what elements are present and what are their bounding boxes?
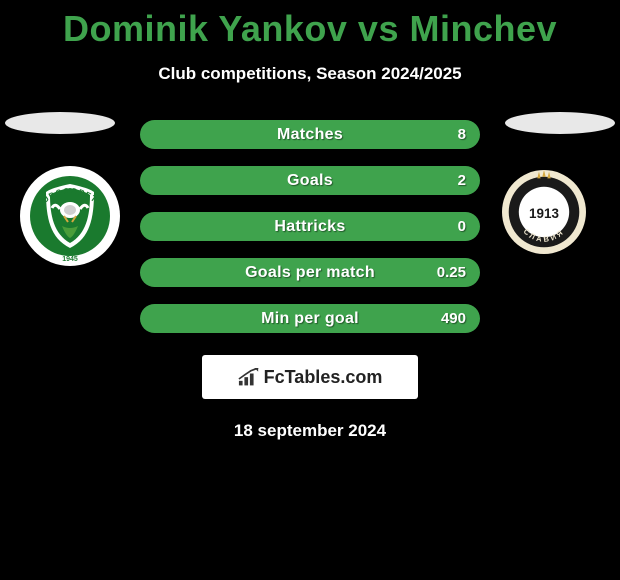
- stat-value-right: 0: [458, 218, 466, 235]
- stat-row: Min per goal 490: [140, 304, 480, 333]
- stat-label: Hattricks: [140, 218, 480, 236]
- svg-text:PFC: PFC: [64, 178, 77, 184]
- content: PFC 1945 LUDOGORETS 1913: [0, 118, 620, 441]
- brand-link[interactable]: FcTables.com: [202, 355, 418, 399]
- stat-label: Min per goal: [140, 310, 480, 328]
- svg-text:1945: 1945: [62, 256, 78, 263]
- subtitle: Club competitions, Season 2024/2025: [0, 64, 620, 84]
- widget-container: Dominik Yankov vs Minchev Club competiti…: [0, 0, 620, 441]
- stat-row: Goals 2: [140, 166, 480, 195]
- stat-row: Hattricks 0: [140, 212, 480, 241]
- team-badge-left: PFC 1945 LUDOGORETS: [20, 166, 120, 266]
- date-label: 18 september 2024: [0, 421, 620, 441]
- team-badge-right: 1913 СЛАВИЯ: [502, 170, 586, 254]
- stat-value-right: 8: [458, 126, 466, 143]
- stat-label: Matches: [140, 126, 480, 144]
- stat-row: Goals per match 0.25: [140, 258, 480, 287]
- svg-text:1913: 1913: [529, 206, 559, 221]
- stat-value-right: 2: [458, 172, 466, 189]
- stats-table: Matches 8 Goals 2 Hattricks 0 Goals per …: [140, 118, 480, 333]
- page-title: Dominik Yankov vs Minchev: [0, 8, 620, 50]
- player-placeholder-left: [5, 112, 115, 134]
- player-placeholder-right: [505, 112, 615, 134]
- stat-value-right: 490: [441, 310, 466, 327]
- chart-icon: [238, 368, 260, 386]
- brand-text: FcTables.com: [264, 367, 383, 388]
- stat-label: Goals: [140, 172, 480, 190]
- stat-label: Goals per match: [140, 264, 480, 282]
- stat-row: Matches 8: [140, 120, 480, 149]
- stat-value-right: 0.25: [437, 264, 466, 281]
